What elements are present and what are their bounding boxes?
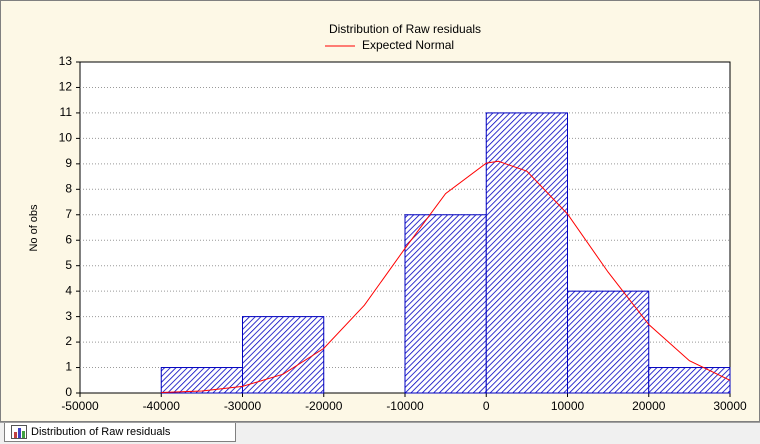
y-tick-label: 0 xyxy=(65,385,72,399)
x-tick-label: -20000 xyxy=(305,399,343,413)
tab-icon xyxy=(11,425,27,439)
bar xyxy=(567,290,650,394)
bar xyxy=(242,316,325,394)
bar xyxy=(160,367,243,394)
x-tick-label: -30000 xyxy=(224,399,262,413)
normal-curve xyxy=(161,160,731,393)
chart: Distribution of Raw residuals Expected N… xyxy=(0,0,760,422)
tab-bar: Distribution of Raw residuals xyxy=(0,422,760,444)
bar xyxy=(648,367,731,394)
y-tick-label: 7 xyxy=(65,207,72,221)
y-tick-label: 3 xyxy=(65,309,72,323)
x-tick-label: -40000 xyxy=(143,399,181,413)
x-tick-label: -10000 xyxy=(386,399,424,413)
bar xyxy=(404,214,487,394)
x-tick-label: -50000 xyxy=(61,399,99,413)
y-tick-label: 5 xyxy=(65,258,72,272)
tab-label: Distribution of Raw residuals xyxy=(31,426,171,438)
y-tick-label: 4 xyxy=(65,283,72,297)
y-tick-label: 12 xyxy=(59,80,73,94)
y-axis-label: No of obs xyxy=(28,204,40,252)
chart-title: Distribution of Raw residuals xyxy=(329,22,481,36)
x-tick-label: 0 xyxy=(483,399,490,413)
x-tick-label: 10000 xyxy=(551,399,585,413)
y-tick-label: 9 xyxy=(65,156,72,170)
y-tick-label: 6 xyxy=(65,232,72,246)
tab[interactable]: Distribution of Raw residuals xyxy=(4,423,236,442)
y-tick-label: 2 xyxy=(65,334,72,348)
y-tick-label: 10 xyxy=(59,131,73,145)
x-tick-label: 20000 xyxy=(632,399,666,413)
y-tick-label: 8 xyxy=(65,181,72,195)
y-tick-label: 13 xyxy=(59,54,73,68)
x-tick-label: 30000 xyxy=(713,399,747,413)
legend-label: Expected Normal xyxy=(362,38,454,52)
y-tick-label: 1 xyxy=(65,360,72,374)
y-tick-label: 11 xyxy=(60,105,73,119)
bar xyxy=(485,112,568,394)
